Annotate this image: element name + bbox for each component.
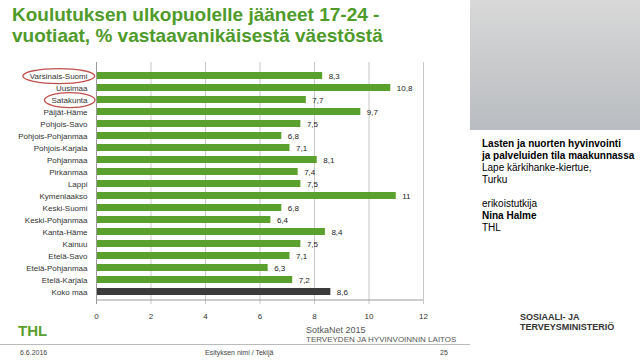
- svg-text:Kainuu: Kainuu: [63, 240, 88, 249]
- svg-text:Keski-Pohjanmaa: Keski-Pohjanmaa: [25, 216, 88, 225]
- svg-text:Lappi: Lappi: [68, 180, 88, 189]
- html-text:TERVEYDEN JA HYVINVOINNIN LAIT: TERVEYDEN JA HYVINVOINNIN LAITOS: [306, 335, 457, 344]
- html-text:25: 25: [440, 349, 448, 356]
- svg-text:10: 10: [365, 312, 374, 321]
- svg-text:Varsinais-Suomi: Varsinais-Suomi: [30, 72, 88, 81]
- html-text:SOSIAALI- JA: SOSIAALI- JA: [520, 312, 580, 322]
- svg-text:9,7: 9,7: [367, 108, 379, 117]
- svg-text:Satakunta: Satakunta: [51, 96, 88, 105]
- svg-text:10,8: 10,8: [397, 84, 413, 93]
- html-text:Lape kärkihanke-kiertue,: Lape kärkihanke-kiertue,: [482, 162, 592, 173]
- svg-text:Etelä-Pohjanmaa: Etelä-Pohjanmaa: [26, 264, 88, 273]
- svg-text:7,2: 7,2: [299, 276, 311, 285]
- svg-text:Pohjois-Karjala: Pohjois-Karjala: [34, 144, 88, 153]
- svg-text:7,5: 7,5: [307, 180, 319, 189]
- svg-text:Kanta-Häme: Kanta-Häme: [43, 228, 88, 237]
- html-text:Esityksen nimi / Tekijä: Esityksen nimi / Tekijä: [205, 349, 274, 356]
- svg-text:8: 8: [312, 312, 317, 321]
- html-text:TERVEYSMINISTERIÖ: TERVEYSMINISTERIÖ: [520, 322, 615, 332]
- svg-text:7,1: 7,1: [296, 144, 308, 153]
- svg-text:7,4: 7,4: [304, 168, 316, 177]
- svg-text:Koko maa: Koko maa: [51, 288, 88, 297]
- svg-text:6: 6: [258, 312, 263, 321]
- html-text:THL: THL: [482, 222, 501, 233]
- svg-text:Päijät-Häme: Päijät-Häme: [43, 108, 88, 117]
- svg-text:4: 4: [203, 312, 208, 321]
- svg-text:6,3: 6,3: [274, 264, 286, 273]
- svg-text:Uusimaa: Uusimaa: [56, 84, 88, 93]
- html-text:Lasten ja nuorten hyvinvointi: Lasten ja nuorten hyvinvointi: [482, 138, 621, 149]
- html-text:Nina Halme: Nina Halme: [482, 210, 537, 221]
- html-text:Turku: Turku: [482, 174, 508, 185]
- svg-text:Pohjois-Savo: Pohjois-Savo: [40, 120, 88, 129]
- html-text:ja palveluiden tila maakunnass: ja palveluiden tila maakunnassa: [482, 150, 635, 161]
- svg-text:Etelä-Savo: Etelä-Savo: [48, 252, 88, 261]
- svg-text:Kymenlaakso: Kymenlaakso: [39, 192, 88, 201]
- svg-text:2: 2: [149, 312, 154, 321]
- svg-text:7,5: 7,5: [307, 240, 319, 249]
- svg-text:Keski-Suomi: Keski-Suomi: [43, 204, 88, 213]
- svg-text:Pohjois-Pohjanmaa: Pohjois-Pohjanmaa: [18, 132, 88, 141]
- svg-text:0: 0: [94, 312, 99, 321]
- svg-text:6,8: 6,8: [288, 132, 300, 141]
- html-text:erikoistutkija: erikoistutkija: [482, 198, 537, 209]
- html-text:6.6.2016: 6.6.2016: [20, 349, 48, 356]
- svg-text:Pirkanmaa: Pirkanmaa: [49, 168, 88, 177]
- svg-text:8,3: 8,3: [329, 72, 341, 81]
- svg-text:Pohjanmaa: Pohjanmaa: [47, 156, 88, 165]
- svg-text:Etelä-Karjala: Etelä-Karjala: [42, 276, 88, 285]
- svg-text:7,7: 7,7: [312, 96, 324, 105]
- svg-text:11: 11: [402, 192, 411, 201]
- svg-text:6,4: 6,4: [277, 216, 289, 225]
- svg-text:7,5: 7,5: [307, 120, 319, 129]
- html-text:THL: THL: [18, 322, 48, 339]
- svg-text:8,1: 8,1: [323, 156, 335, 165]
- svg-text:6,8: 6,8: [288, 204, 300, 213]
- svg-text:7,1: 7,1: [296, 252, 308, 261]
- html-text:Koulutuksen ulkopuolelle jääne: Koulutuksen ulkopuolelle jääneet 17-24 -…: [12, 4, 383, 46]
- svg-text:8,4: 8,4: [331, 228, 343, 237]
- svg-text:8,6: 8,6: [337, 288, 349, 297]
- html-text:SotkaNet 2015: SotkaNet 2015: [306, 325, 366, 335]
- svg-text:12: 12: [419, 312, 428, 321]
